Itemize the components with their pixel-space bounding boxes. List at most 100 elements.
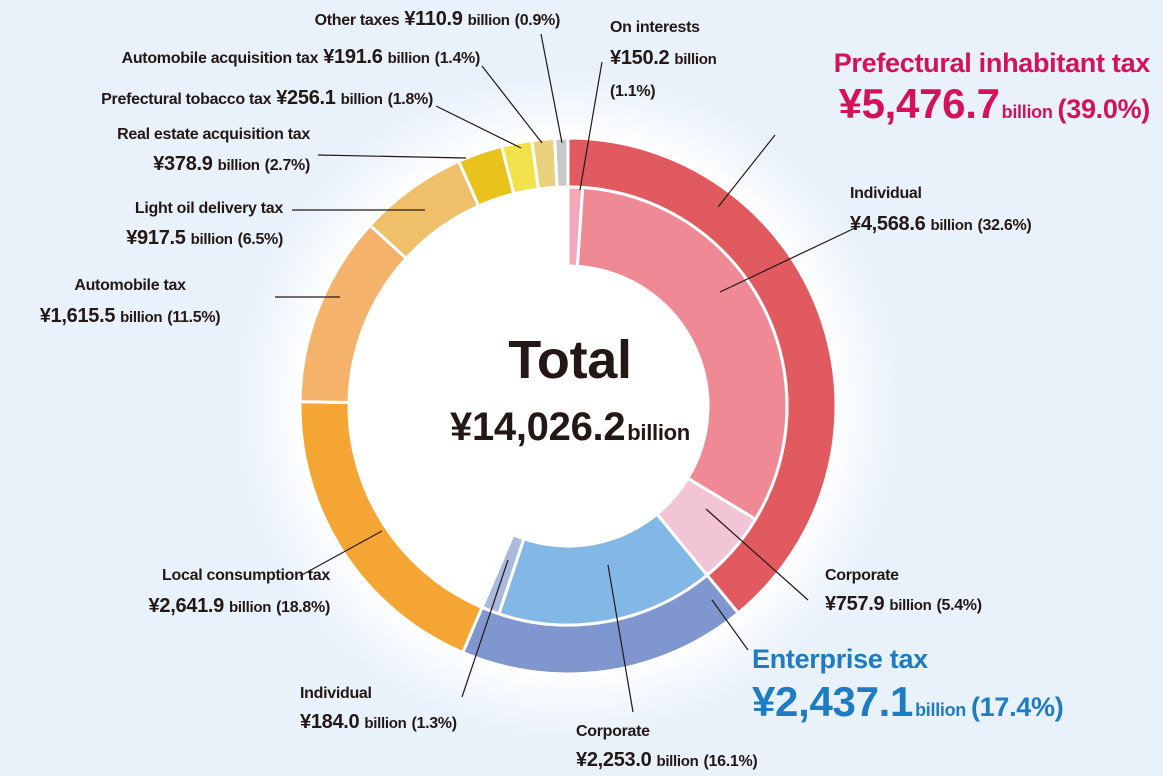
label-name: Individual	[300, 685, 372, 702]
label-value: ¥917.5	[126, 227, 186, 249]
label-unit: billion	[388, 50, 430, 67]
label-share: (18.8%)	[276, 599, 330, 616]
label-value: ¥1,615.5	[40, 305, 116, 327]
inner-label: ¥150.2 billion	[610, 47, 717, 69]
label-unit: billion	[915, 700, 966, 720]
label-share: (1.8%)	[388, 91, 433, 108]
label-share: (1.4%)	[435, 50, 480, 67]
outer-label: Light oil delivery tax	[135, 200, 284, 217]
outer-label: Local consumption tax	[162, 567, 330, 584]
label-unit: billion	[930, 217, 972, 234]
inner-label: (1.1%)	[610, 83, 655, 100]
label-unit: billion	[468, 12, 510, 29]
label-share: (17.4%)	[971, 692, 1063, 722]
leader-line	[719, 227, 856, 293]
label-value: ¥378.9	[153, 153, 213, 175]
outer-label: ¥1,615.5 billion (11.5%)	[40, 305, 221, 327]
inner-label: On interests	[610, 19, 700, 36]
leaders	[275, 33, 856, 713]
leader-line	[299, 530, 383, 577]
label-value: ¥256.1	[276, 87, 336, 109]
label-share: (1.1%)	[610, 83, 655, 100]
leader-line	[705, 508, 809, 601]
label-value: ¥757.9	[825, 593, 885, 615]
rings	[298, 136, 838, 676]
label-value: ¥4,568.6	[850, 213, 926, 235]
label-name: Real estate acquisition tax	[117, 126, 310, 143]
leader-line	[461, 559, 509, 698]
label-value: ¥184.0	[300, 711, 360, 733]
label-name: Automobile acquisition tax	[122, 50, 319, 67]
label-share: (2.7%)	[265, 157, 310, 174]
leader-line	[717, 134, 776, 208]
label-name: Prefectural tobacco tax	[101, 91, 271, 108]
outer-label: Other taxes ¥110.9 billion (0.9%)	[315, 8, 560, 30]
center-disc	[428, 266, 708, 546]
leader-line	[579, 61, 603, 191]
center-title: Total	[508, 330, 631, 390]
outer-label: Automobile tax	[74, 277, 186, 294]
outer-label: ¥2,641.9 billion (18.8%)	[149, 595, 330, 617]
outer-slice	[553, 136, 570, 189]
label-name: Corporate	[825, 567, 899, 584]
label-share: (11.5%)	[167, 309, 220, 326]
label-share: (39.0%)	[1058, 94, 1150, 124]
outer-label: Prefectural inhabitant tax	[834, 48, 1151, 78]
label-share: (32.6%)	[978, 217, 1032, 234]
outer-label: Prefectural tobacco tax ¥256.1 billion (1.8…	[101, 87, 433, 109]
inner-label: Individual	[300, 685, 372, 702]
label-unit: billion	[364, 715, 406, 732]
leader-line	[435, 105, 522, 149]
leader-line	[540, 33, 563, 144]
label-name: Enterprise tax	[752, 644, 928, 674]
label-value: ¥2,253.0	[576, 749, 652, 771]
label-name: Local consumption tax	[162, 567, 330, 584]
label-name: Other taxes	[315, 12, 400, 29]
label-unit: billion	[674, 51, 716, 68]
label-share: (16.1%)	[704, 753, 758, 770]
inner-label: ¥184.0 billion (1.3%)	[300, 711, 457, 733]
leader-line	[317, 154, 467, 159]
label-unit: billion	[656, 753, 698, 770]
label-unit: billion	[341, 91, 383, 108]
label-name: Light oil delivery tax	[135, 200, 284, 217]
label-name: Corporate	[576, 723, 650, 740]
outer-label: Automobile acquisition tax ¥191.6 billion (…	[122, 46, 480, 68]
inner-label: ¥2,253.0 billion (16.1%)	[576, 749, 757, 771]
inner-label: Corporate	[825, 567, 899, 584]
label-unit: billion	[229, 599, 271, 616]
outer-label: ¥2,437.1 billion (17.4%)	[752, 678, 1063, 725]
label-value: ¥5,476.7	[839, 80, 1000, 127]
leader-line	[711, 599, 749, 651]
total-unit: billion	[627, 420, 690, 445]
label-share: (0.9%)	[515, 12, 560, 29]
label-unit: billion	[120, 309, 162, 326]
label-unit: billion	[1002, 102, 1053, 122]
leader-line	[481, 65, 543, 144]
outer-label: Enterprise tax	[752, 644, 928, 674]
label-share: (6.5%)	[238, 231, 283, 248]
inner-label: ¥4,568.6 billion (32.6%)	[850, 213, 1031, 235]
outer-label: ¥5,476.7 billion (39.0%)	[839, 80, 1150, 127]
inner-label: ¥757.9 billion (5.4%)	[825, 593, 982, 615]
label-value: ¥2,437.1	[752, 678, 913, 725]
outer-label: Real estate acquisition tax	[117, 126, 310, 143]
label-value: ¥191.6	[323, 46, 383, 68]
label-value: ¥150.2	[610, 47, 670, 69]
label-unit: billion	[218, 157, 260, 174]
center-total: ¥14,026.2billion	[450, 405, 690, 449]
label-name: Automobile tax	[74, 277, 186, 294]
outer-label: ¥378.9 billion (2.7%)	[153, 153, 310, 175]
label-value: ¥110.9	[404, 8, 462, 30]
label-name: Individual	[850, 185, 922, 202]
label-share: (1.3%)	[411, 715, 456, 732]
leader-line	[607, 564, 634, 713]
label-unit: billion	[191, 231, 233, 248]
labels: Prefectural inhabitant tax¥5,476.7 billio…	[40, 8, 1151, 771]
total-value: ¥14,026.2	[450, 405, 625, 449]
inner-label: Corporate	[576, 723, 650, 740]
inner-label: Individual	[850, 185, 922, 202]
label-name: Prefectural inhabitant tax	[834, 48, 1151, 78]
label-name: On interests	[610, 19, 700, 36]
